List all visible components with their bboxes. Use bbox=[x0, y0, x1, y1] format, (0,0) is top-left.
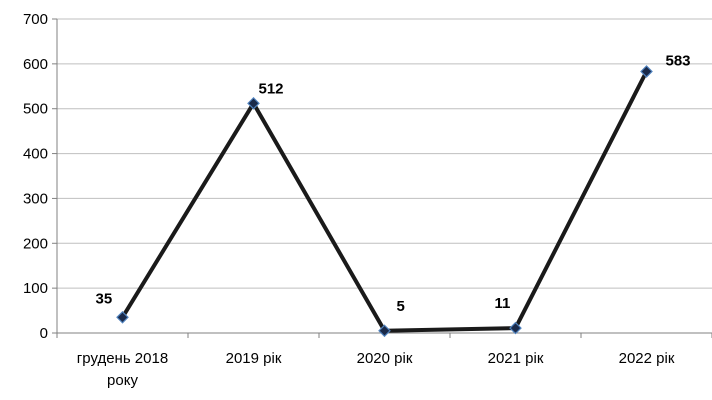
y-tick-label: 200 bbox=[23, 235, 48, 252]
y-tick-label: 400 bbox=[23, 146, 48, 163]
x-tick-label-line: грудень 2018 bbox=[77, 350, 168, 367]
data-label: 11 bbox=[495, 295, 511, 312]
x-tick-label-line: 2019 рік bbox=[226, 350, 282, 367]
y-tick-label: 300 bbox=[23, 190, 48, 207]
x-tick-label: 2021 рік bbox=[488, 350, 544, 367]
x-tick-label: 2022 рік bbox=[619, 350, 675, 367]
data-point-marker bbox=[640, 65, 653, 78]
data-point-marker bbox=[247, 96, 260, 110]
y-tick-label: 0 bbox=[40, 325, 48, 342]
x-tick-label: 2019 рік bbox=[226, 350, 282, 367]
y-tick-label: 100 bbox=[23, 280, 48, 297]
data-label: 512 bbox=[259, 80, 284, 97]
data-point-marker bbox=[509, 321, 522, 335]
series-line bbox=[120, 69, 649, 333]
x-tick-label-line: 2021 рік bbox=[488, 350, 544, 367]
data-label: 35 bbox=[96, 290, 113, 307]
y-tick-label: 600 bbox=[23, 56, 48, 73]
data-label: 583 bbox=[666, 52, 691, 69]
x-tick-label-line: 2020 рік bbox=[357, 350, 413, 367]
y-tick-label: 500 bbox=[23, 101, 48, 118]
data-point-marker bbox=[116, 310, 129, 324]
x-tick-label: грудень 2018 року bbox=[77, 350, 168, 389]
y-tick-label: 700 bbox=[23, 11, 48, 28]
x-tick-label: 2020 рік bbox=[357, 350, 413, 367]
x-tick-label-line: року bbox=[107, 372, 138, 389]
x-tick-label-line: 2022 рік bbox=[619, 350, 675, 367]
data-point-marker bbox=[378, 324, 391, 338]
data-label: 5 bbox=[397, 298, 405, 315]
